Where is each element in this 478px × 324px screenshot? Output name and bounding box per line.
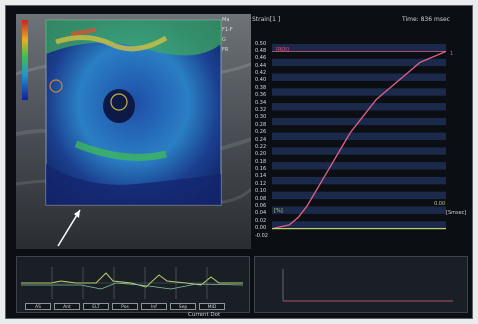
trace-panel [254,256,468,313]
y-tick-label: 0.28 [255,121,267,128]
y-tick-label: -0.02 [255,232,268,239]
y-tick-label: 0.02 [255,217,267,224]
trace-plot [282,269,453,302]
y-tick-label: 0.48 [255,47,267,54]
grid-band [272,44,446,52]
side-label: G [222,37,226,43]
y-tick-label: 0.38 [255,84,267,91]
grid-band [272,176,446,185]
y-tick-label: 0.14 [255,173,267,180]
segment-tab-inf[interactable]: Inf [141,303,167,310]
y-tick-label: 0.26 [255,129,267,136]
segment-waveform [21,267,243,299]
baseline-value: 0.00 [434,201,446,207]
y-tick-label: 0.24 [255,136,267,143]
tracking-point [110,93,128,111]
grid-band [272,147,446,155]
unit-marker: [%] [274,208,283,214]
baseline-unit: [Smsec] [446,210,467,216]
y-tick-label: 0.22 [255,143,267,150]
side-label: F1-F [222,27,233,33]
ultrasound-screen: Ma F1-F G FR Strain[1 ] Time: 836 msec 0… [5,5,473,319]
y-tick-label: 0.06 [255,202,267,209]
grid-band [272,221,446,229]
y-tick-label: 0.20 [255,151,267,158]
y-tick-label: 0.44 [255,62,267,69]
series-line-1 [272,50,446,230]
grid-band [272,162,446,170]
y-tick-label: 0.50 [255,40,267,47]
grid-band [272,58,446,67]
grid-band [272,206,446,214]
y-tick-label: 0.08 [255,195,267,202]
graph-title: Strain[1 ] [252,16,281,23]
y-tick-label: 0.42 [255,70,267,77]
segment-tab-mid[interactable]: MID [199,303,225,310]
current-dot-label: Current Dot [188,312,221,318]
y-tick-label: 0.18 [255,158,267,165]
grid-band [272,73,446,81]
time-readout: Time: 836 msec [402,16,450,23]
roi-marker: [ROI] [276,47,289,53]
curve-label: 1 [450,51,454,57]
ultrasound-image [16,14,251,249]
y-tick-label: 0.00 [255,225,267,232]
segment-tab-ant[interactable]: Ant [54,303,80,310]
strain-chart [272,44,446,230]
grid-band [272,88,446,96]
y-tick-label: 0.34 [255,99,267,106]
segment-tab-elt[interactable]: ELT [83,303,109,310]
y-tick-label: 0.16 [255,166,267,173]
y-tick-label: 0.12 [255,180,267,187]
y-tick-label: 0.10 [255,188,267,195]
grid-band [272,191,446,200]
side-label: Ma [222,17,230,23]
color-scale-bar [22,20,28,100]
segment-tab-as[interactable]: AS [25,303,51,310]
y-tick-label: 0.46 [255,55,267,62]
grid-band [272,132,446,140]
y-tick-label: 0.40 [255,77,267,84]
grid-band [272,103,446,111]
y-tick-label: 0.36 [255,92,267,99]
y-tick-label: 0.32 [255,106,267,113]
side-label: FR [222,47,229,53]
segment-waveform-panel: AS Ant ELT Pos Inf Sep MID [16,256,250,313]
y-tick-label: 0.04 [255,210,267,217]
segment-tab-sep[interactable]: Sep [170,303,196,310]
segment-tab-pos[interactable]: Pos [112,303,138,310]
y-tick-label: 0.30 [255,114,267,121]
